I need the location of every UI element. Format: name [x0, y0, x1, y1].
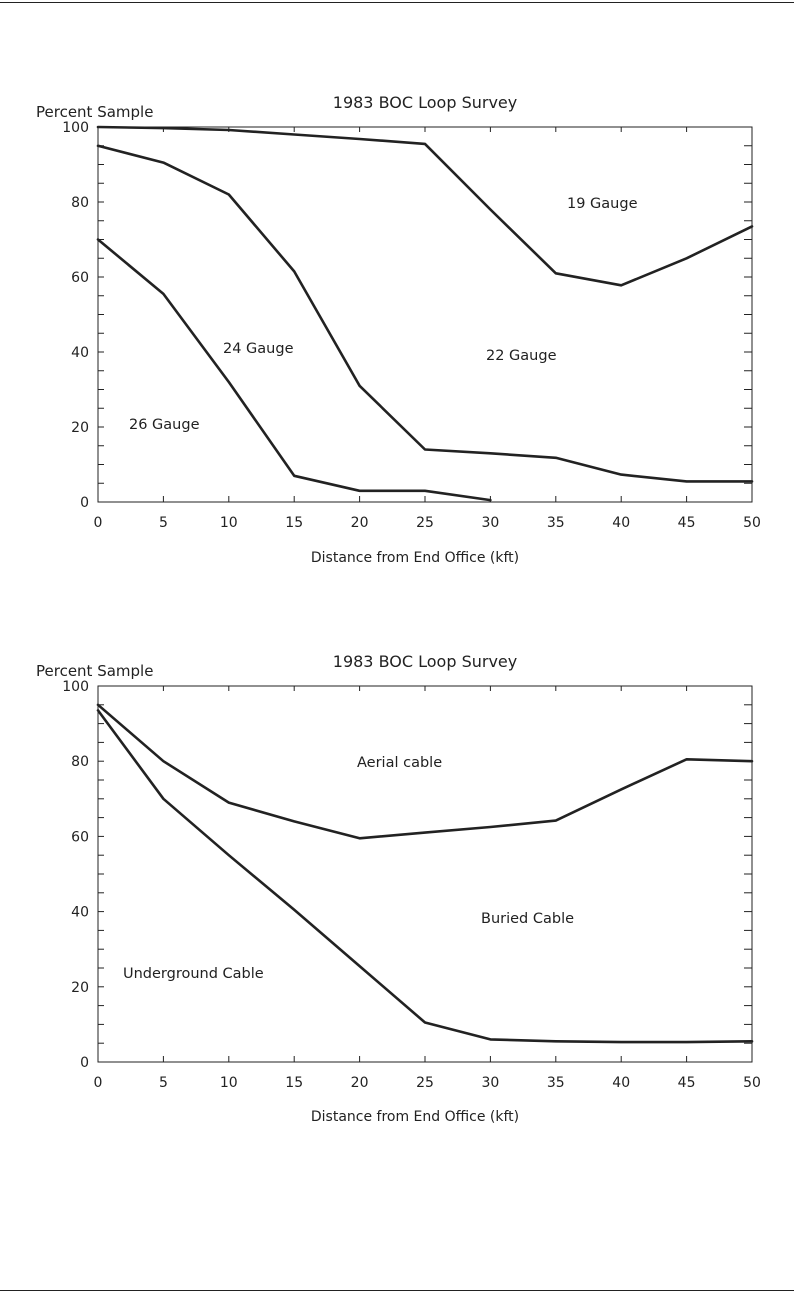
y-tick-label: 100 — [62, 120, 89, 136]
plot-frame — [97, 126, 753, 503]
x-tick-label: 15 — [285, 1075, 303, 1091]
y-tick-label: 0 — [80, 495, 89, 511]
chart-title: 1983 BOC Loop Survey — [333, 652, 517, 671]
x-tick-label: 25 — [416, 1075, 434, 1091]
x-tick-label: 0 — [94, 1075, 103, 1091]
x-tick-label: 0 — [94, 515, 103, 531]
y-tick-label: 40 — [71, 905, 89, 921]
annotation-22-gauge: 22 Gauge — [486, 348, 557, 364]
series-line-buried-cable-boundary — [96, 709, 754, 1044]
x-axis-label: Distance from End Office (kft) — [311, 550, 519, 566]
chart-title: 1983 BOC Loop Survey — [333, 93, 517, 112]
x-tick-label: 35 — [547, 1075, 565, 1091]
x-tick-label: 45 — [678, 1075, 696, 1091]
y-tick-label: 80 — [71, 754, 89, 770]
x-tick-label: 35 — [547, 515, 565, 531]
x-tick-label: 10 — [220, 1075, 238, 1091]
x-axis-label: Distance from End Office (kft) — [311, 1109, 519, 1125]
y-axis-label: Percent Sample — [36, 103, 153, 121]
y-tick-label: 60 — [71, 829, 89, 845]
y-tick-label: 20 — [71, 980, 89, 996]
y-tick-label: 20 — [71, 420, 89, 436]
x-tick-label: 5 — [159, 515, 168, 531]
x-tick-label: 40 — [612, 1075, 630, 1091]
annotation-buried-cable: Buried Cable — [481, 911, 574, 927]
x-tick-label: 25 — [416, 515, 434, 531]
x-tick-label: 10 — [220, 515, 238, 531]
bottom-rule — [0, 1290, 794, 1291]
y-tick-label: 40 — [71, 345, 89, 361]
annotation-24-gauge: 24 Gauge — [223, 341, 294, 357]
x-tick-label: 20 — [351, 1075, 369, 1091]
annotation-underground-cable: Underground Cable — [123, 966, 264, 982]
series-line-19-gauge-boundary — [96, 125, 754, 287]
y-axis-label: Percent Sample — [36, 662, 153, 680]
y-tick-label: 60 — [71, 270, 89, 286]
y-tick-label: 100 — [62, 679, 89, 695]
x-tick-label: 15 — [285, 515, 303, 531]
y-tick-label: 80 — [71, 195, 89, 211]
chart-cable-type: 1983 BOC Loop Survey Percent Sample Dist… — [36, 652, 761, 1125]
y-tick-label: 0 — [80, 1055, 89, 1071]
x-tick-label: 30 — [481, 515, 499, 531]
x-tick-label: 30 — [481, 1075, 499, 1091]
series-line-24-gauge-boundary — [96, 238, 492, 502]
x-tick-label: 50 — [743, 1075, 761, 1091]
annotation-19-gauge: 19 Gauge — [567, 196, 638, 212]
x-tick-label: 45 — [678, 515, 696, 531]
x-tick-label: 50 — [743, 515, 761, 531]
series-line-22-gauge-boundary — [96, 144, 754, 483]
x-tick-label: 40 — [612, 515, 630, 531]
annotation-aerial-cable: Aerial cable — [357, 755, 442, 771]
series-line-aerial-cable-boundary — [96, 703, 754, 840]
top-rule — [0, 2, 794, 3]
x-tick-label: 20 — [351, 515, 369, 531]
chart-gauge: 1983 BOC Loop Survey Percent Sample Dist… — [36, 93, 761, 566]
annotation-26-gauge: 26 Gauge — [129, 417, 200, 433]
x-tick-label: 5 — [159, 1075, 168, 1091]
plot-frame — [97, 685, 753, 1063]
